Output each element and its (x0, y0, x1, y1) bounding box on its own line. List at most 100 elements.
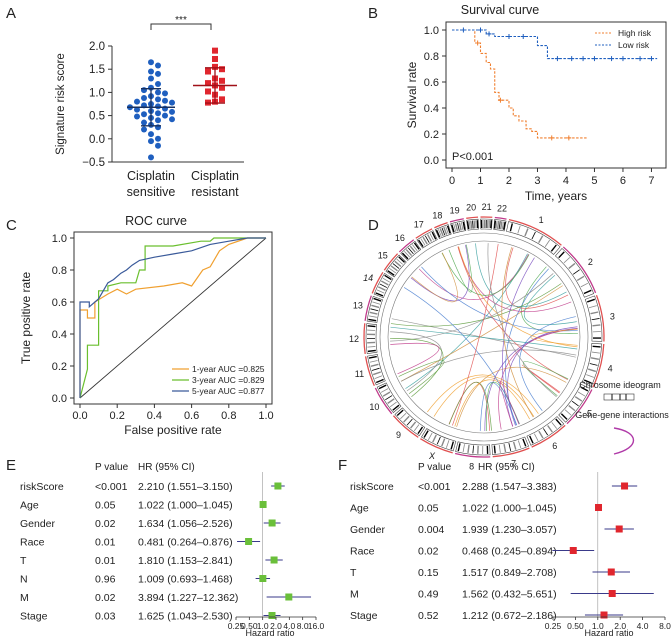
f-hr-marker (607, 568, 615, 576)
d-ideogram-band (472, 220, 474, 229)
a-point (219, 66, 225, 73)
f-xtick-label: 0.25 (545, 621, 562, 631)
f-row-pvalue: 0.05 (418, 503, 439, 515)
d-ideogram-band (394, 260, 402, 267)
d-ideogram-band (371, 304, 380, 309)
b-series-line (452, 29, 658, 60)
e-row-pvalue: 0.02 (95, 518, 116, 530)
d-chromosome-segment (506, 221, 561, 255)
c-legend-3: 3-year AUC =0.829 (192, 375, 265, 385)
d-ideogram-band (445, 226, 449, 235)
e-row-pvalue: 0.01 (95, 537, 116, 549)
a-point (162, 90, 168, 97)
d-ideogram-band (591, 351, 600, 354)
d-ideogram-band (591, 318, 600, 321)
d-outer-track (374, 387, 393, 415)
d-ideogram-band (454, 223, 459, 232)
d-ideogram-band (409, 245, 416, 253)
d-ideogram-band (470, 220, 473, 229)
f-row-label: Race (350, 546, 375, 558)
d-ideogram-band (568, 405, 576, 412)
d-inner-track-inner (387, 240, 581, 434)
f-hr-marker (621, 482, 629, 490)
d-ideogram-band (543, 428, 549, 436)
c-xtick-label: 1.0 (258, 410, 273, 422)
d-ideogram-band (590, 311, 599, 315)
d-ideogram-band (533, 433, 539, 441)
d-interaction-link (411, 252, 458, 303)
a-point (155, 117, 161, 124)
d-ideogram-band (429, 233, 434, 241)
panel-label-e: E (6, 457, 16, 474)
d-interaction-link (433, 376, 535, 417)
d-interaction-link (403, 287, 520, 425)
e-row-hr: 1.634 (1.056–2.526) (138, 518, 233, 530)
f-hr-marker (608, 590, 616, 597)
d-chromosome-label: 9 (396, 430, 401, 440)
b-ytick-label: 0.4 (424, 103, 439, 115)
d-ideogram-band (422, 236, 428, 245)
e-row-label: riskScore (20, 481, 64, 493)
b-xtick-label: 4 (563, 175, 569, 187)
a-point (148, 75, 154, 82)
d-chromosome-label: X (428, 451, 436, 461)
a-ylabel: Signature risk score (55, 53, 67, 155)
c-xtick-label: 0.2 (110, 410, 125, 422)
d-ideogram-band (400, 412, 407, 420)
d-ideogram-band (574, 396, 583, 402)
a-group2-label-line2: resistant (191, 185, 239, 199)
c-ytick-label: 1.0 (52, 233, 67, 245)
d-ideogram-band (547, 425, 553, 433)
a-point (155, 110, 161, 117)
e-hr-marker (268, 519, 276, 527)
d-ideogram-band (524, 228, 529, 237)
c-ytick-label: 0.2 (52, 361, 67, 373)
c-ytick-label: 0.8 (52, 265, 67, 277)
d-ideogram-band (583, 379, 592, 384)
d-ideogram-band (522, 438, 527, 447)
b-xtick-label: 3 (534, 175, 540, 187)
a-point (148, 154, 154, 161)
e-row-label: Race (20, 537, 45, 549)
d-ideogram-band (508, 443, 512, 452)
d-ideogram-band (451, 224, 455, 233)
a-point (134, 106, 140, 113)
d-inner-track-outer (379, 232, 589, 442)
d-ideogram-band (467, 444, 470, 453)
b-xtick-label: 5 (591, 175, 597, 187)
d-ideogram-band (367, 349, 376, 353)
d-ideogram-band (369, 360, 378, 363)
d-ideogram-band (424, 235, 430, 243)
e-hr-marker (259, 501, 267, 508)
d-interaction-link (456, 366, 567, 428)
d-ideogram-band (441, 438, 446, 447)
d-chromosome-label: 17 (414, 220, 424, 230)
d-interaction-link (427, 374, 539, 414)
d-interaction-link (521, 364, 561, 394)
d-interaction-link (454, 379, 530, 427)
e-row-hr: 1.810 (1.153–2.841) (138, 555, 233, 567)
d-interaction-link (410, 244, 470, 302)
b-series-line (452, 29, 588, 139)
a-group2-label-line1: Cisplatin (191, 169, 239, 183)
c-xlabel: False positive rate (124, 423, 222, 437)
d-ideogram-band (437, 229, 442, 237)
d-chromosome-label: 15 (378, 250, 388, 260)
f-row-label: Stage (350, 610, 378, 622)
d-interaction-link (421, 266, 578, 332)
d-ideogram-band (571, 400, 579, 407)
d-ideogram-band (502, 221, 506, 230)
f-col-pvalue: P value (418, 462, 452, 473)
e-xtick-label: 4.0 (283, 621, 295, 631)
f-xtick-label: 8.0 (659, 621, 671, 631)
d-legend-ideogram: Chrosome ideogram (579, 380, 661, 390)
d-ideogram-band (457, 443, 461, 452)
c-roc-curve (79, 237, 266, 398)
b-title: Survival curve (461, 3, 540, 17)
a-ytick-label: 1.0 (89, 87, 105, 99)
d-interaction-link (398, 359, 445, 395)
d-chromosome-label: 16 (395, 233, 405, 243)
d-chromosome-label: 10 (369, 402, 379, 412)
d-interaction-link (521, 266, 578, 334)
